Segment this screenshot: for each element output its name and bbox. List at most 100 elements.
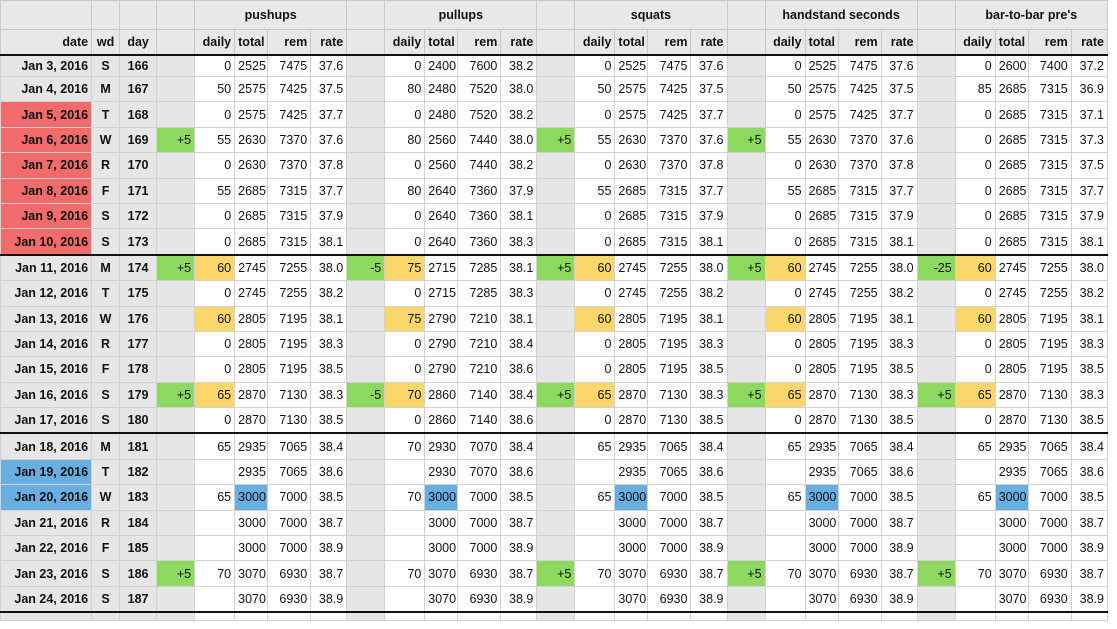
rate-cell[interactable]: 38.9 bbox=[500, 585, 538, 614]
weekday-cell[interactable]: W bbox=[91, 305, 121, 332]
total-cell[interactable]: 3070 bbox=[804, 560, 839, 587]
total-cell[interactable]: 2805 bbox=[804, 330, 839, 358]
total-cell[interactable]: 2480 bbox=[424, 75, 459, 103]
total-cell[interactable]: 2805 bbox=[994, 356, 1029, 383]
empty-cell[interactable] bbox=[916, 611, 956, 622]
rate-cell[interactable]: 38.7 bbox=[1070, 560, 1109, 587]
empty-cell[interactable] bbox=[614, 611, 649, 622]
total-cell[interactable]: 3000 bbox=[804, 509, 839, 537]
daily-cell[interactable] bbox=[384, 535, 426, 562]
daily-cell[interactable]: 65 bbox=[954, 432, 996, 460]
header-rem[interactable]: rem bbox=[647, 29, 692, 56]
rem-cell[interactable]: 7000 bbox=[457, 535, 502, 562]
daily-cell[interactable]: 80 bbox=[384, 126, 426, 154]
adjustment-cell[interactable] bbox=[536, 202, 576, 230]
daily-cell[interactable]: 0 bbox=[954, 54, 996, 77]
adjustment-cell[interactable] bbox=[156, 228, 196, 256]
total-cell[interactable]: 2685 bbox=[234, 177, 269, 204]
date-cell[interactable]: Jan 9, 2016 bbox=[0, 202, 93, 230]
adjustment-cell[interactable]: +5 bbox=[726, 253, 766, 282]
rate-cell[interactable]: 38.1 bbox=[880, 305, 918, 332]
rem-cell[interactable]: 7425 bbox=[267, 101, 312, 128]
total-cell[interactable]: 2745 bbox=[994, 253, 1029, 282]
total-cell[interactable]: 2870 bbox=[234, 407, 269, 434]
rem-cell[interactable]: 7315 bbox=[1027, 177, 1072, 204]
rate-cell[interactable]: 38.5 bbox=[690, 356, 728, 383]
total-cell[interactable]: 2790 bbox=[424, 356, 459, 383]
daily-cell[interactable]: 0 bbox=[574, 101, 616, 128]
rem-cell[interactable]: 6930 bbox=[837, 560, 882, 587]
rate-cell[interactable]: 38.6 bbox=[880, 458, 918, 486]
daily-cell[interactable]: 0 bbox=[764, 407, 806, 434]
weekday-cell[interactable]: F bbox=[91, 535, 121, 562]
rate-cell[interactable]: 38.4 bbox=[880, 432, 918, 460]
header-total[interactable]: total bbox=[614, 29, 649, 56]
daily-cell[interactable]: 0 bbox=[194, 152, 236, 179]
date-cell[interactable]: Jan 6, 2016 bbox=[0, 126, 93, 154]
daily-cell[interactable]: 0 bbox=[384, 280, 426, 307]
rate-cell[interactable]: 37.9 bbox=[310, 202, 348, 230]
header-blank-cell[interactable] bbox=[0, 0, 93, 30]
rem-cell[interactable]: 7130 bbox=[1027, 381, 1072, 409]
adjustment-cell[interactable] bbox=[156, 458, 196, 486]
day-number-cell[interactable]: 179 bbox=[119, 381, 158, 409]
total-cell[interactable]: 2400 bbox=[424, 54, 459, 77]
total-cell[interactable]: 2935 bbox=[234, 432, 269, 460]
total-cell[interactable]: 2805 bbox=[804, 305, 839, 332]
weekday-cell[interactable]: T bbox=[91, 458, 121, 486]
rem-cell[interactable]: 7425 bbox=[837, 75, 882, 103]
total-cell[interactable]: 2575 bbox=[614, 101, 649, 128]
daily-cell[interactable]: 0 bbox=[764, 356, 806, 383]
rate-cell[interactable]: 37.7 bbox=[690, 177, 728, 204]
adjustment-cell[interactable] bbox=[346, 535, 386, 562]
day-number-cell[interactable]: 178 bbox=[119, 356, 158, 383]
adjustment-cell[interactable] bbox=[536, 54, 576, 77]
header-blank-cell[interactable] bbox=[726, 0, 766, 30]
rate-cell[interactable]: 37.7 bbox=[880, 177, 918, 204]
daily-cell[interactable] bbox=[954, 535, 996, 562]
rate-cell[interactable]: 37.9 bbox=[1070, 202, 1109, 230]
rem-cell[interactable]: 7070 bbox=[457, 432, 502, 460]
header-daily[interactable]: daily bbox=[574, 29, 616, 56]
rate-cell[interactable]: 37.6 bbox=[880, 54, 918, 77]
daily-cell[interactable]: 0 bbox=[574, 152, 616, 179]
adjustment-cell[interactable] bbox=[726, 280, 766, 307]
adjustment-cell[interactable] bbox=[156, 101, 196, 128]
daily-cell[interactable]: 0 bbox=[954, 152, 996, 179]
adjustment-cell[interactable] bbox=[536, 305, 576, 332]
rate-cell[interactable]: 37.5 bbox=[880, 75, 918, 103]
header-rate[interactable]: rate bbox=[310, 29, 348, 56]
adjustment-cell[interactable] bbox=[346, 305, 386, 332]
weekday-cell[interactable]: R bbox=[91, 509, 121, 537]
adjustment-cell[interactable] bbox=[156, 509, 196, 537]
adjustment-cell[interactable] bbox=[726, 228, 766, 256]
rem-cell[interactable]: 7065 bbox=[1027, 458, 1072, 486]
rate-cell[interactable]: 38.1 bbox=[880, 228, 918, 256]
header-rem[interactable]: rem bbox=[457, 29, 502, 56]
total-cell[interactable]: 3000 bbox=[424, 509, 459, 537]
empty-cell[interactable] bbox=[536, 611, 576, 622]
date-cell[interactable]: Jan 19, 2016 bbox=[0, 458, 93, 486]
rem-cell[interactable]: 7425 bbox=[837, 101, 882, 128]
day-number-cell[interactable]: 166 bbox=[119, 54, 158, 77]
total-cell[interactable]: 2805 bbox=[994, 330, 1029, 358]
adjustment-cell[interactable]: +5 bbox=[156, 560, 196, 587]
rem-cell[interactable]: 7315 bbox=[267, 228, 312, 256]
rate-cell[interactable]: 38.3 bbox=[500, 228, 538, 256]
total-cell[interactable]: 2685 bbox=[994, 75, 1029, 103]
daily-cell[interactable]: 50 bbox=[194, 75, 236, 103]
rem-cell[interactable]: 7255 bbox=[837, 253, 882, 282]
adjustment-cell[interactable] bbox=[156, 177, 196, 204]
total-cell[interactable]: 2805 bbox=[234, 305, 269, 332]
weekday-cell[interactable]: F bbox=[91, 177, 121, 204]
adjustment-cell[interactable] bbox=[726, 407, 766, 434]
daily-cell[interactable] bbox=[764, 458, 806, 486]
rem-cell[interactable]: 7370 bbox=[647, 152, 692, 179]
rem-cell[interactable]: 6930 bbox=[647, 560, 692, 587]
daily-cell[interactable]: 70 bbox=[194, 560, 236, 587]
rem-cell[interactable]: 7140 bbox=[457, 381, 502, 409]
date-cell[interactable]: Jan 17, 2016 bbox=[0, 407, 93, 434]
rem-cell[interactable]: 6930 bbox=[457, 585, 502, 614]
rate-cell[interactable]: 38.7 bbox=[310, 560, 348, 587]
header-day[interactable]: day bbox=[119, 29, 158, 56]
